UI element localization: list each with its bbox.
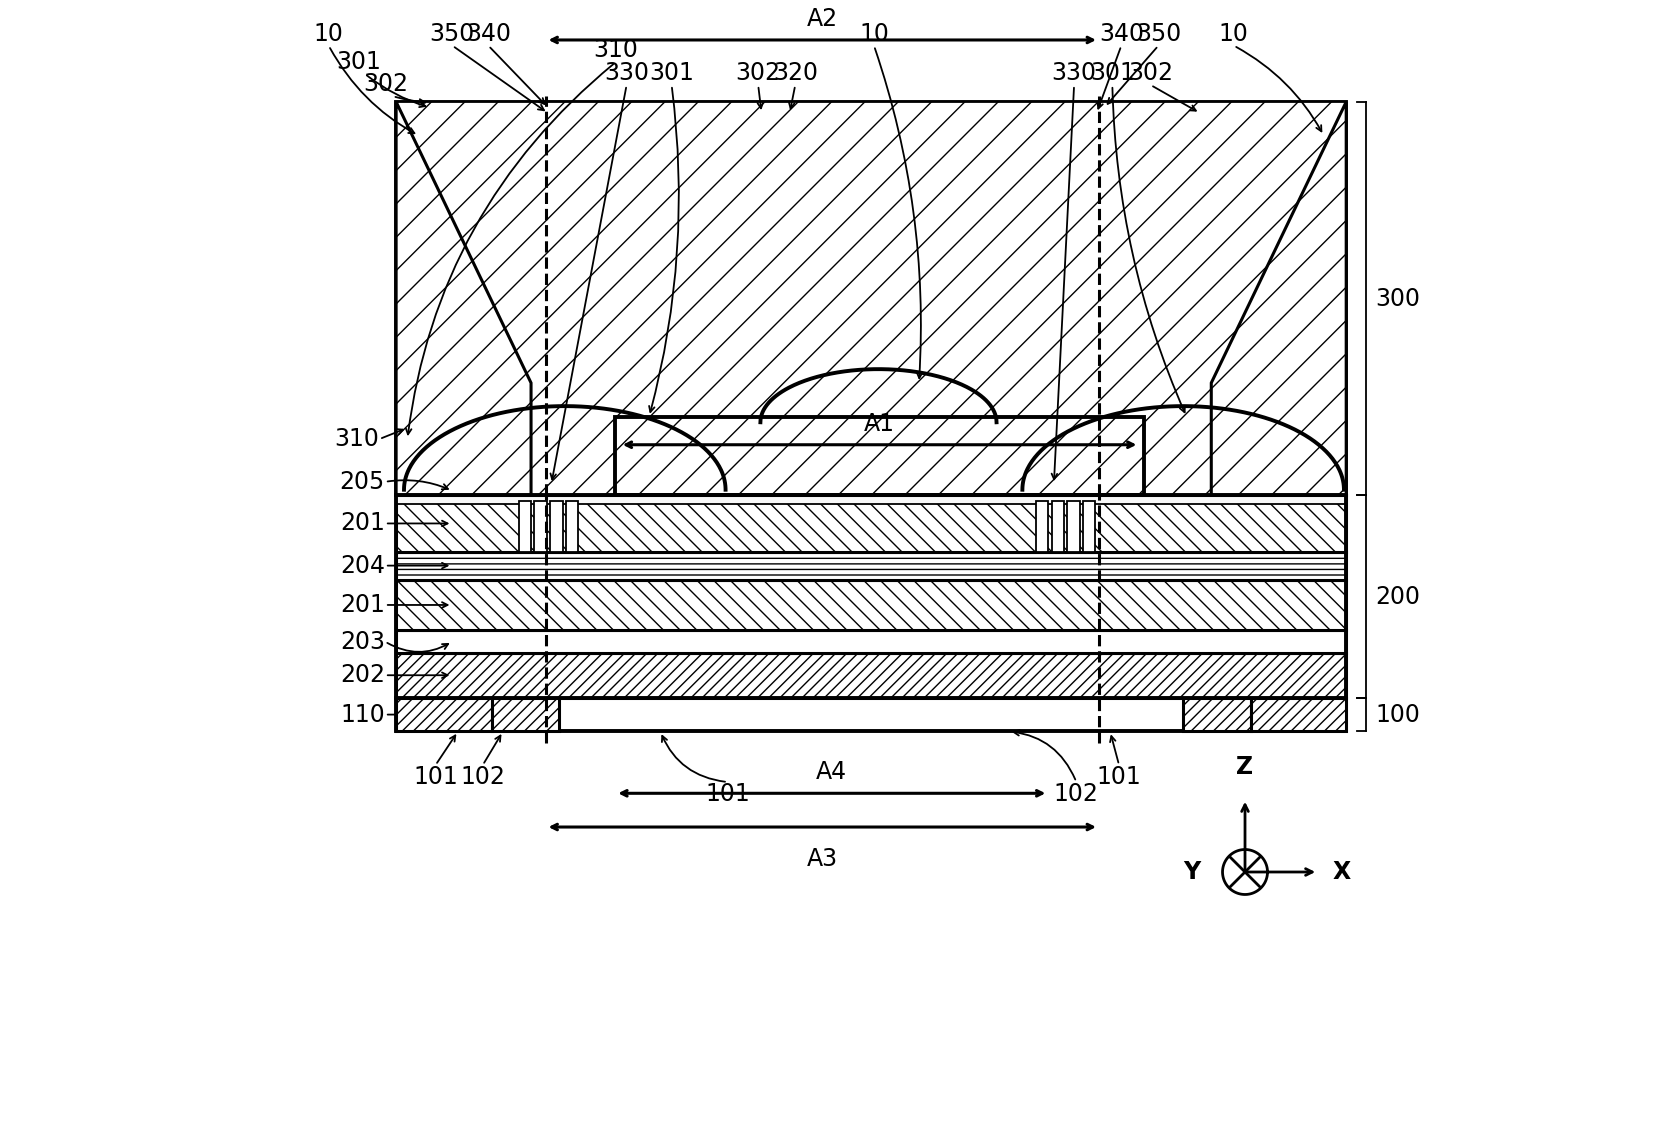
Bar xyxy=(492,698,558,731)
Text: 102: 102 xyxy=(461,765,505,789)
Text: 101: 101 xyxy=(413,765,457,789)
Text: 201: 201 xyxy=(340,593,384,617)
Bar xyxy=(1067,501,1079,551)
Bar xyxy=(396,101,1345,495)
Bar xyxy=(534,501,547,551)
Text: 320: 320 xyxy=(772,62,817,85)
Text: 10: 10 xyxy=(1218,22,1248,46)
Bar xyxy=(550,501,562,551)
Bar xyxy=(1249,698,1345,731)
Text: 310: 310 xyxy=(593,39,638,63)
Text: X: X xyxy=(1332,860,1350,884)
Text: 101: 101 xyxy=(1095,765,1140,789)
Text: 302: 302 xyxy=(1127,62,1173,85)
Text: 300: 300 xyxy=(1375,287,1420,311)
Text: 340: 340 xyxy=(466,22,510,46)
Text: 203: 203 xyxy=(340,630,384,654)
Text: 205: 205 xyxy=(340,470,384,494)
Text: 10: 10 xyxy=(313,22,343,46)
Text: 101: 101 xyxy=(704,782,749,806)
Text: 330: 330 xyxy=(1051,62,1095,85)
Text: 110: 110 xyxy=(340,703,384,727)
Polygon shape xyxy=(396,101,530,495)
Bar xyxy=(396,495,1345,505)
Text: 10: 10 xyxy=(858,22,888,46)
Bar xyxy=(615,417,1143,495)
Bar xyxy=(396,698,1345,731)
Text: A3: A3 xyxy=(807,847,837,871)
Text: A4: A4 xyxy=(815,761,847,785)
Bar xyxy=(396,101,1345,495)
Text: 301: 301 xyxy=(336,50,381,74)
Bar xyxy=(396,698,492,731)
Bar xyxy=(396,495,1345,551)
Text: 100: 100 xyxy=(1375,703,1420,727)
Bar xyxy=(396,630,1345,653)
Text: 200: 200 xyxy=(1375,584,1420,608)
Bar xyxy=(1036,501,1047,551)
Text: 202: 202 xyxy=(340,663,384,687)
Polygon shape xyxy=(1211,101,1345,495)
Text: 302: 302 xyxy=(736,62,780,85)
Text: Y: Y xyxy=(1181,860,1200,884)
Text: A1: A1 xyxy=(863,412,895,436)
Text: 204: 204 xyxy=(340,554,384,577)
Bar xyxy=(1183,698,1249,731)
Text: 302: 302 xyxy=(363,72,408,96)
Text: 102: 102 xyxy=(1054,782,1099,806)
Bar xyxy=(396,653,1345,698)
Text: Z: Z xyxy=(1236,755,1253,779)
Bar xyxy=(1082,501,1095,551)
Bar xyxy=(519,501,530,551)
Text: 340: 340 xyxy=(1099,22,1143,46)
Text: 350: 350 xyxy=(429,22,474,46)
Text: 350: 350 xyxy=(1135,22,1180,46)
Bar xyxy=(396,495,1345,698)
Bar xyxy=(1051,501,1064,551)
Text: 201: 201 xyxy=(340,511,384,535)
Text: 310: 310 xyxy=(335,427,379,451)
Bar xyxy=(396,551,1345,580)
Bar xyxy=(396,580,1345,630)
Bar xyxy=(565,501,578,551)
Text: 301: 301 xyxy=(650,62,694,85)
Text: A2: A2 xyxy=(807,7,837,31)
Text: 301: 301 xyxy=(1089,62,1133,85)
Text: 330: 330 xyxy=(603,62,650,85)
